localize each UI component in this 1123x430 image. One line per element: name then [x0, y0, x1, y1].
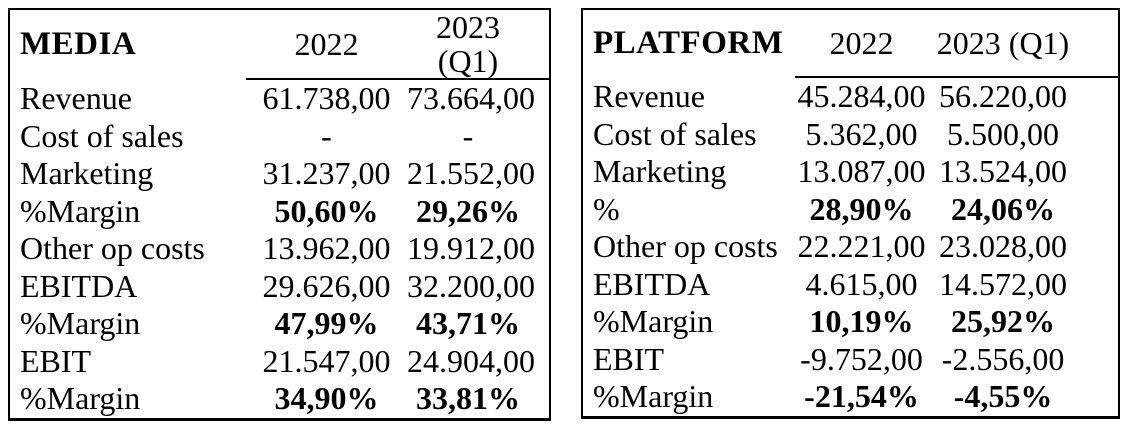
row-label: % — [593, 190, 620, 227]
cell-value: 29.626,00 — [262, 267, 391, 304]
cell-value: 5.500,00 — [947, 115, 1059, 152]
cell-value: 47,99% — [274, 305, 379, 341]
cell-value: 43,71% — [416, 305, 520, 341]
table-row: EBIT 21.547,00 24.904,00 — [9, 343, 550, 381]
cell-value: 34,90% — [274, 380, 379, 416]
media-header-row: MEDIA 2022 2023 (Q1) — [9, 9, 550, 80]
cell-value: -4,55% — [953, 378, 1053, 414]
table-row-margin: %Margin 34,90% 33,81% — [9, 380, 550, 419]
row-label: EBIT — [593, 340, 665, 377]
row-label: Other op costs — [20, 230, 205, 266]
row-label: Revenue — [593, 77, 705, 114]
cell-value: 5.362,00 — [805, 115, 918, 152]
cell-value: 23.028,00 — [939, 228, 1067, 264]
cell-value: 13.087,00 — [797, 153, 926, 189]
cell-value: 13.524,00 — [939, 153, 1067, 189]
row-label: %Margin — [593, 378, 714, 414]
table-row-margin: %Margin -21,54% -4,55% — [582, 378, 1119, 417]
cell-value: 13.962,00 — [262, 230, 391, 266]
row-label: %Margin — [20, 192, 141, 229]
row-label: %Margin — [20, 380, 141, 416]
table-row-margin: %Margin 50,60% 29,26% — [9, 193, 550, 231]
cell-value: 25,92% — [951, 303, 1055, 339]
platform-table-title: PLATFORM — [593, 25, 784, 61]
row-label: Cost of sales — [20, 117, 184, 154]
media-table: MEDIA 2022 2023 (Q1) Revenue 61.738,00 7… — [8, 8, 551, 421]
table-row: EBITDA 29.626,00 32.200,00 — [9, 268, 550, 306]
cell-value: -21,54% — [804, 378, 919, 414]
cell-value: 10,19% — [809, 303, 914, 339]
cell-value: 56.220,00 — [939, 78, 1067, 114]
cell-value: 24.904,00 — [407, 342, 535, 379]
media-col-2022: 2022 — [246, 9, 407, 80]
table-row: Cost of sales - - — [9, 118, 550, 156]
row-label: Other op costs — [593, 228, 778, 264]
cell-value: 29,26% — [416, 192, 520, 229]
table-row: EBIT -9.752,00 -2.556,00 — [582, 341, 1119, 379]
table-row: Cost of sales 5.362,00 5.500,00 — [582, 116, 1119, 154]
cell-value: 21.552,00 — [407, 155, 535, 191]
cell-value: -2.556,00 — [941, 340, 1065, 377]
media-table-title: MEDIA — [20, 26, 137, 62]
row-label: EBIT — [20, 342, 92, 379]
document-body: MEDIA 2022 2023 (Q1) Revenue 61.738,00 7… — [8, 8, 1120, 421]
cell-value: 19.912,00 — [407, 230, 535, 266]
row-label: Marketing — [593, 153, 727, 189]
cell-value: - — [462, 117, 474, 154]
platform-col-2023-q1: 2023 (Q1) — [928, 9, 1119, 78]
table-row: Revenue 61.738,00 73.664,00 — [9, 79, 550, 118]
cell-value: 22.221,00 — [797, 228, 926, 264]
platform-table: PLATFORM 2022 2023 (Q1) Revenue 45.284,0… — [581, 8, 1120, 419]
cell-value: 50,60% — [274, 192, 379, 229]
cell-value: - — [321, 117, 332, 154]
cell-value: 24,06% — [951, 190, 1055, 227]
row-label: Revenue — [20, 79, 132, 116]
cell-value: 32.200,00 — [407, 267, 535, 304]
table-row: EBITDA 4.615,00 14.572,00 — [582, 266, 1119, 304]
platform-header-row: PLATFORM 2022 2023 (Q1) — [582, 9, 1119, 78]
cell-value: 31.237,00 — [262, 155, 391, 191]
table-row: Revenue 45.284,00 56.220,00 — [582, 77, 1119, 116]
table-row: Other op costs 13.962,00 19.912,00 — [9, 230, 550, 268]
row-label: %Margin — [20, 305, 141, 341]
cell-value: 14.572,00 — [939, 265, 1067, 302]
row-label: Cost of sales — [593, 115, 757, 152]
table-row-margin: % 28,90% 24,06% — [582, 191, 1119, 229]
cell-value: 45.284,00 — [797, 78, 926, 114]
table-row-margin: %Margin 47,99% 43,71% — [9, 305, 550, 343]
cell-value: 4.615,00 — [805, 265, 918, 302]
table-row: Marketing 13.087,00 13.524,00 — [582, 153, 1119, 191]
cell-value: 28,90% — [809, 190, 914, 227]
platform-col-2022: 2022 — [795, 9, 928, 78]
cell-value: 61.738,00 — [262, 80, 391, 116]
cell-value: -9.752,00 — [800, 340, 923, 377]
cell-value: 73.664,00 — [407, 80, 535, 116]
cell-value: 33,81% — [416, 380, 520, 416]
row-label: Marketing — [20, 155, 154, 191]
table-row-margin: %Margin 10,19% 25,92% — [582, 303, 1119, 341]
table-row: Marketing 31.237,00 21.552,00 — [9, 155, 550, 193]
media-col-2023-q1: 2023 (Q1) — [407, 9, 550, 80]
row-label: EBITDA — [593, 265, 711, 302]
cell-value: 21.547,00 — [262, 342, 391, 379]
row-label: %Margin — [593, 303, 714, 339]
table-row: Other op costs 22.221,00 23.028,00 — [582, 228, 1119, 266]
row-label: EBITDA — [20, 267, 138, 304]
